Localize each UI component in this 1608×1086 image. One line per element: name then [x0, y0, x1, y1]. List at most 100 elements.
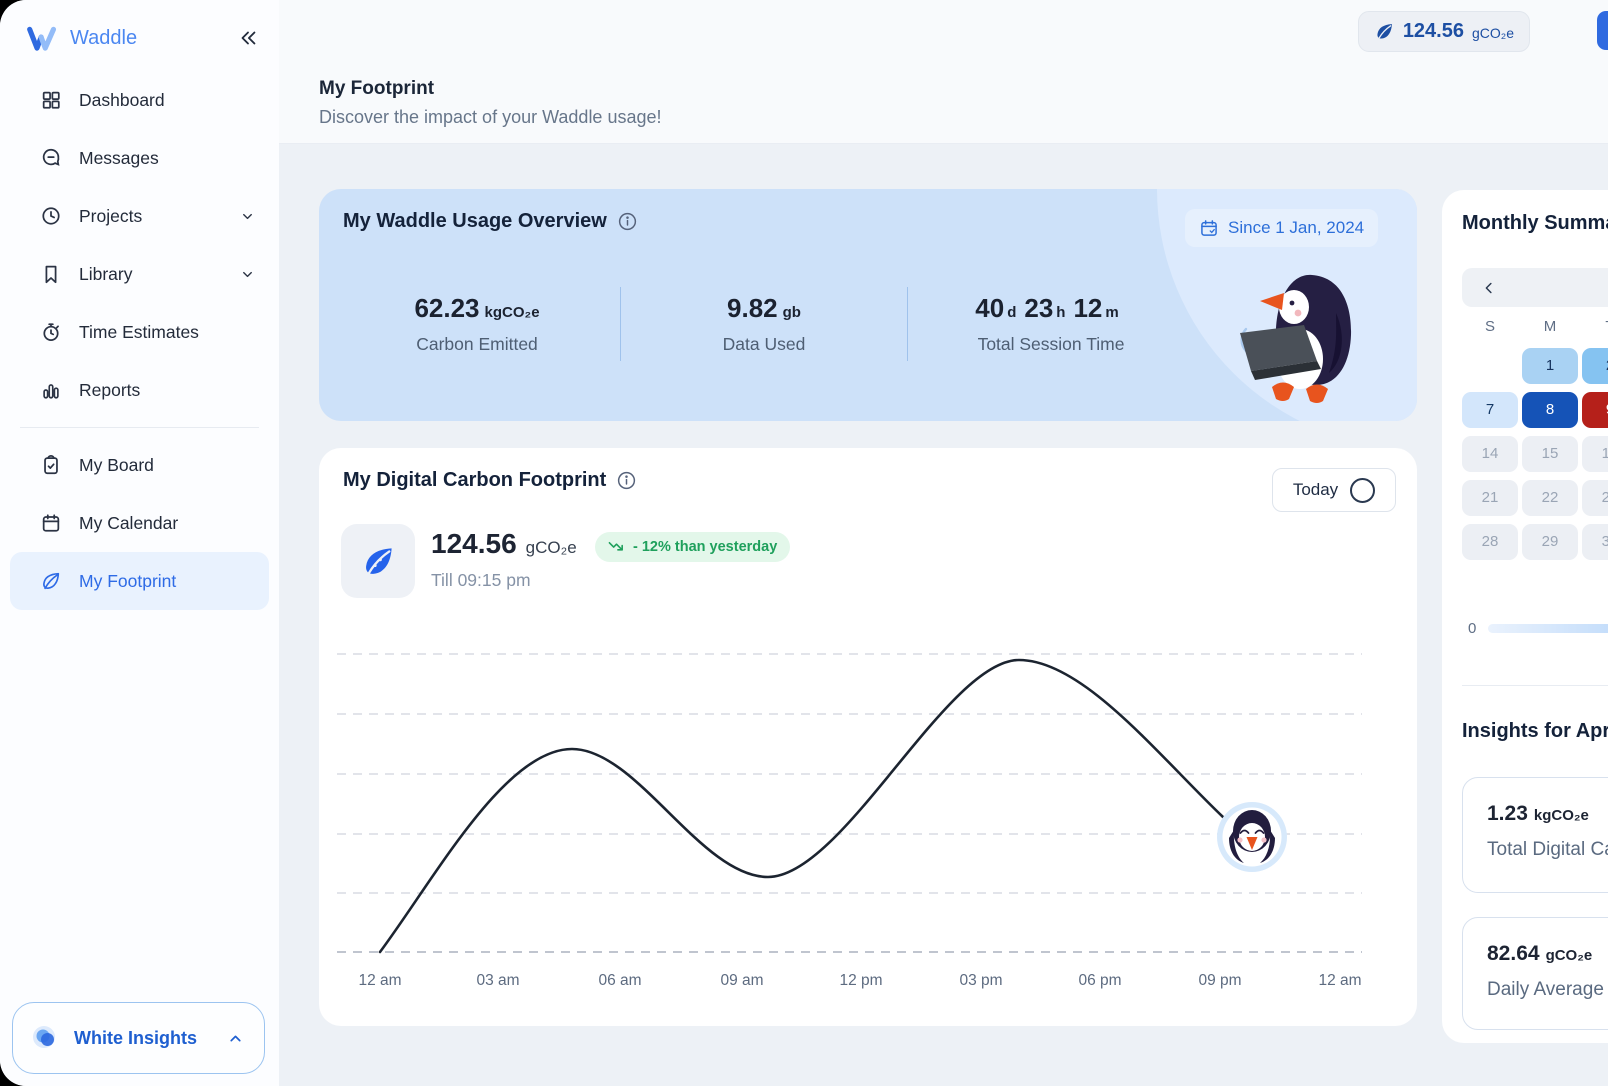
x-tick: 06 am: [598, 972, 642, 989]
stat-label: Total Session Time: [977, 334, 1125, 354]
sidebar-item-my-calendar[interactable]: My Calendar: [10, 494, 269, 552]
top-bar: 124.56 gCO₂e: [279, 0, 1608, 62]
edge-cut-button[interactable]: [1597, 11, 1608, 50]
insight-unit: kgCO₂e: [1533, 807, 1589, 824]
sidebar-nav: Dashboard Messages Projects: [0, 71, 279, 610]
stopwatch-icon: [40, 321, 62, 343]
info-icon[interactable]: [617, 211, 638, 232]
weekday-label: S: [1484, 318, 1495, 335]
main-content: My Waddle Usage Overview Since 1 Jan, 20…: [279, 144, 1608, 1086]
info-icon[interactable]: [616, 470, 637, 491]
since-date-chip[interactable]: Since 1 Jan, 2024: [1185, 209, 1379, 247]
chevron-down-icon[interactable]: [240, 209, 255, 224]
leaf-tile-icon: [341, 524, 415, 598]
calendar-cell-selected[interactable]: 8: [1522, 392, 1578, 428]
month-navigator: [1462, 268, 1608, 307]
x-tick: 12 pm: [839, 972, 883, 989]
sidebar-item-reports[interactable]: Reports: [10, 361, 269, 419]
insights-title: Insights for April: [1462, 720, 1608, 742]
sidebar-item-label: Time Estimates: [79, 321, 199, 342]
weekday-label: M: [1543, 318, 1557, 335]
weekday-header: S M T: [1462, 318, 1608, 335]
calendar-cell-high-emission[interactable]: 9: [1582, 392, 1608, 428]
calendar-cell[interactable]: 30: [1582, 524, 1608, 560]
sidebar-item-label: Dashboard: [79, 89, 165, 110]
calendar-cell[interactable]: 2: [1582, 348, 1608, 384]
period-selector-button[interactable]: Today: [1272, 468, 1396, 512]
monthly-summary-panel: Monthly Summary S M T 1 2 7 8 9 14 15 1: [1442, 190, 1608, 1043]
sidebar-item-label: Reports: [79, 379, 141, 400]
sidebar-item-dashboard[interactable]: Dashboard: [10, 71, 269, 129]
period-label: Today: [1292, 480, 1339, 499]
session-minutes-unit: m: [1105, 304, 1119, 321]
calendar-cell[interactable]: 21: [1462, 480, 1518, 516]
page-subtitle: Discover the impact of your Waddle usage…: [319, 107, 662, 127]
footprint-card-title: My Digital Carbon Footprint: [343, 469, 607, 491]
brand-name: Waddle: [70, 26, 138, 49]
calendar-grid: 1 2 7 8 9 14 15 16 21 22 23 28 29 30: [1462, 348, 1608, 560]
sidebar-item-label: My Calendar: [79, 512, 179, 533]
chevron-down-icon[interactable]: [240, 267, 255, 282]
co2-badge-unit: gCO₂e: [1471, 25, 1514, 41]
sidebar-divider: [20, 427, 259, 428]
overview-stats: 62.23 kgCO₂e Carbon Emitted 9.82 gb Data U…: [334, 287, 1194, 361]
insight-value: 82.64: [1487, 942, 1540, 965]
calendar-cell-empty: [1462, 348, 1518, 384]
insights-circles-icon: [31, 1023, 61, 1053]
insight-card-daily-average: 82.64 gCO₂e Daily Average: [1462, 917, 1608, 1030]
x-tick: 09 am: [720, 972, 764, 989]
trend-down-icon: [608, 541, 625, 554]
calendar-cell[interactable]: 28: [1462, 524, 1518, 560]
calendar-cell[interactable]: 29: [1522, 524, 1578, 560]
sidebar-item-my-footprint[interactable]: My Footprint: [10, 552, 269, 610]
sidebar-item-my-board[interactable]: My Board: [10, 436, 269, 494]
since-date-label: Since 1 Jan, 2024: [1228, 218, 1365, 237]
digital-carbon-footprint-card: My Digital Carbon Footprint Today: [319, 448, 1417, 1026]
calendar-cell[interactable]: 16: [1582, 436, 1608, 472]
x-tick: 09 pm: [1198, 972, 1242, 989]
leaf-icon: [1374, 21, 1395, 42]
white-insights-button[interactable]: White Insights: [12, 1002, 265, 1074]
co2-badge-value: 124.56: [1402, 20, 1464, 42]
bookmark-icon: [40, 263, 62, 285]
clock-icon: [40, 205, 62, 227]
sidebar-item-messages[interactable]: Messages: [10, 129, 269, 187]
page-header: My Footprint Discover the impact of your…: [279, 61, 1608, 144]
x-tick: 03 pm: [959, 972, 1003, 989]
x-tick: 03 am: [476, 972, 520, 989]
page-title: My Footprint: [319, 78, 435, 99]
calendar-cell[interactable]: 1: [1522, 348, 1578, 384]
dashboard-grid-icon: [40, 89, 62, 111]
sidebar-item-label: Messages: [79, 147, 159, 168]
sidebar-item-time-estimates[interactable]: Time Estimates: [10, 303, 269, 361]
stat-session-time: 40 d 23 h 12 m Total Session Time: [907, 287, 1194, 361]
calendar-cell[interactable]: 22: [1522, 480, 1578, 516]
session-hours-unit: h: [1056, 304, 1066, 321]
clipboard-check-icon: [40, 454, 62, 476]
calendar-check-icon: [1199, 218, 1219, 238]
x-axis-ticks: 12 am 03 am 06 am 09 am 12 pm 03 pm 06 p…: [335, 972, 1364, 994]
session-minutes: 12: [1073, 293, 1103, 323]
footprint-line-chart[interactable]: [335, 640, 1364, 960]
collapse-sidebar-icon[interactable]: [237, 27, 259, 49]
white-insights-label: White Insights: [74, 1027, 197, 1048]
chevron-left-icon[interactable]: [1480, 279, 1498, 297]
calendar-cell[interactable]: 23: [1582, 480, 1608, 516]
stat-value: 9.82: [727, 293, 778, 323]
overview-title: My Waddle Usage Overview: [343, 210, 607, 232]
x-tick: 06 pm: [1078, 972, 1122, 989]
sidebar-item-projects[interactable]: Projects: [10, 187, 269, 245]
bar-chart-icon: [40, 379, 62, 401]
calendar-cell[interactable]: 15: [1522, 436, 1578, 472]
calendar-cell[interactable]: 7: [1462, 392, 1518, 428]
insight-unit: gCO₂e: [1545, 947, 1593, 964]
penguin-laptop-illustration: [1224, 261, 1374, 411]
co2-total-badge[interactable]: 124.56 gCO₂e: [1357, 11, 1530, 52]
calendar-cell[interactable]: 14: [1462, 436, 1518, 472]
weekday-label: T: [1582, 318, 1608, 335]
sidebar-item-library[interactable]: Library: [10, 245, 269, 303]
period-circle-icon: [1350, 477, 1376, 503]
trend-badge: - 12% than yesterday: [595, 532, 791, 562]
session-days: 40: [975, 293, 1005, 323]
